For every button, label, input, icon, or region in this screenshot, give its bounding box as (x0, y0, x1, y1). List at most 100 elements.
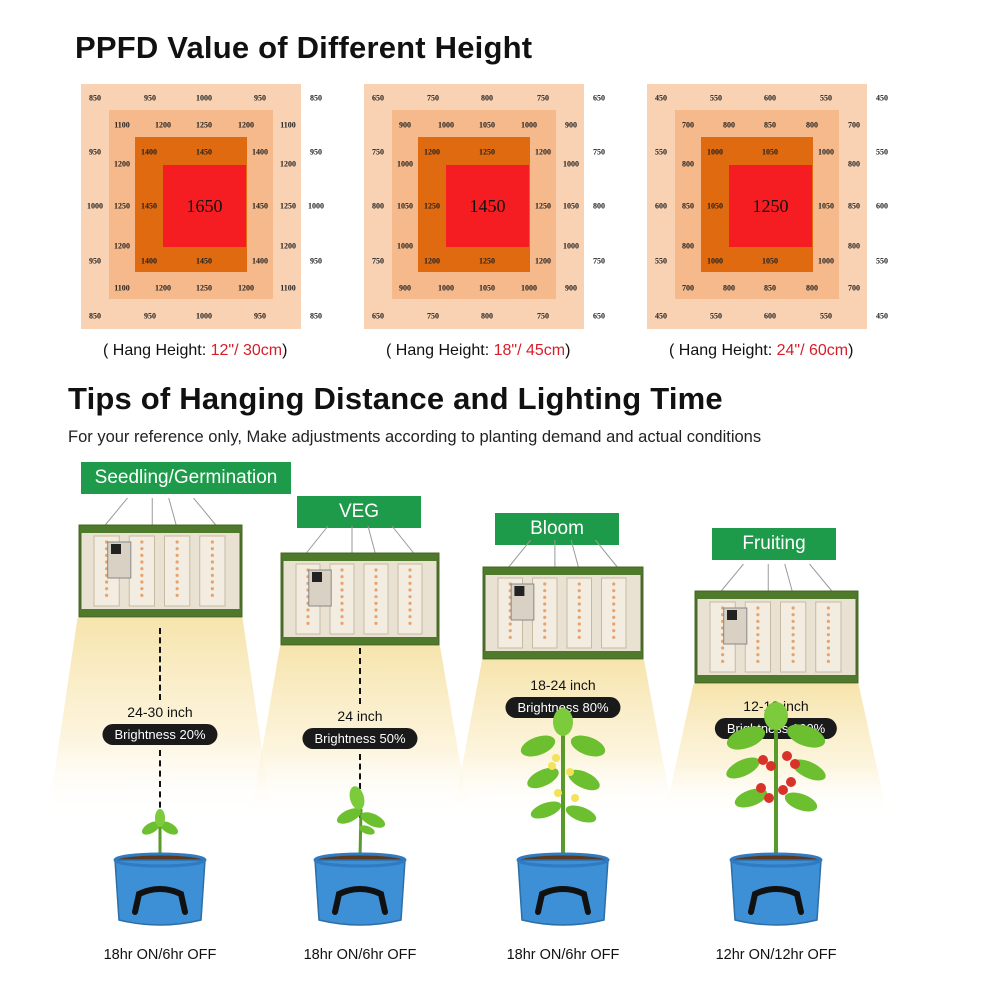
ppfd-value-outer: 800 (593, 201, 605, 211)
ppfd-grid-3: 1250 450 450 550 550 600 600 550 550 450 450 550 550… (647, 84, 888, 329)
ppfd-value-inner: 1400 (252, 256, 268, 266)
ppfd-value-mid: 800 (806, 120, 818, 130)
ppfd-value-inner: 1250 (424, 201, 440, 211)
ppfd-value-inner: 1450 (141, 201, 157, 211)
ppfd-zone-center (729, 165, 812, 247)
distance-line (159, 750, 161, 818)
ppfd-value-outer: 950 (89, 256, 101, 266)
ppfd-value-mid: 1050 (563, 201, 579, 211)
ppfd-value-outer: 450 (655, 93, 667, 103)
ppfd-title: PPFD Value of Different Height (75, 30, 533, 65)
grow-light-panel-icon (482, 539, 644, 660)
grow-light (280, 525, 440, 657)
ppfd-value-outer: 750 (537, 311, 549, 321)
ppfd-value-mid: 1000 (397, 241, 413, 251)
ppfd-value-inner: 1450 (196, 256, 212, 266)
ppfd-value-mid: 800 (723, 120, 735, 130)
ppfd-value-outer: 550 (710, 311, 722, 321)
lighting-time: 18hr ON/6hr OFF (506, 947, 620, 963)
ppfd-value-outer: 650 (372, 93, 384, 103)
ppfd-value-inner: 1000 (707, 147, 723, 157)
ppfd-value-mid: 800 (723, 283, 735, 293)
ppfd-value-mid: 1100 (280, 120, 296, 130)
ppfd-value-mid: 1000 (521, 120, 537, 130)
ppfd-value-outer: 850 (89, 311, 101, 321)
ppfd-value-mid: 800 (682, 159, 694, 169)
ppfd-value-outer: 600 (764, 93, 776, 103)
hang-height-value: 12"/ 30cm (210, 342, 283, 359)
ppfd-value-inner: 1050 (762, 256, 778, 266)
grow-light (78, 497, 243, 629)
ppfd-value-outer: 550 (876, 256, 888, 266)
ppfd-value-inner: 1200 (424, 147, 440, 157)
stage-label: VEG (297, 496, 421, 528)
lighting-time: 18hr ON/6hr OFF (103, 947, 217, 963)
ppfd-value-inner: 1400 (252, 147, 268, 157)
ppfd-value-mid: 900 (565, 283, 577, 293)
ppfd-value-mid: 1200 (114, 159, 130, 169)
distance-line (159, 628, 161, 700)
ppfd-value-inner: 1250 (479, 256, 495, 266)
ppfd-value-mid: 1000 (563, 159, 579, 169)
ppfd-value-mid: 1200 (114, 241, 130, 251)
tomato-plant-icon (726, 702, 826, 860)
ppfd-value-mid: 700 (682, 283, 694, 293)
ppfd-value-outer: 800 (372, 201, 384, 211)
ppfd-value-outer: 950 (310, 256, 322, 266)
ppfd-value-outer: 600 (655, 201, 667, 211)
ppfd-value-mid: 700 (682, 120, 694, 130)
ppfd-value-inner: 1250 (535, 201, 551, 211)
ppfd-value-outer: 850 (89, 93, 101, 103)
ppfd-value-outer: 550 (655, 147, 667, 157)
ppfd-value-mid: 850 (682, 201, 694, 211)
ppfd-value-outer: 600 (764, 311, 776, 321)
ppfd-value-inner: 1450 (196, 147, 212, 157)
plant-pot-icon (113, 809, 207, 926)
plant-pot-icon (726, 702, 826, 926)
stage-label: Fruiting (712, 528, 836, 560)
ppfd-value-mid: 850 (764, 120, 776, 130)
hang-height-close: ) (848, 342, 854, 359)
ppfd-value-outer: 1000 (196, 93, 212, 103)
grow-light-panel-icon (694, 563, 858, 684)
ppfd-value-mid: 800 (848, 241, 860, 251)
brightness-badge: Brightness 80% (505, 697, 621, 718)
ppfd-value-mid: 1100 (114, 283, 130, 293)
ppfd-center-value: 1250 (752, 195, 789, 216)
ppfd-value-mid: 1100 (114, 120, 130, 130)
ppfd-value-outer: 950 (144, 93, 156, 103)
tips-title: Tips of Hanging Distance and Lighting Ti… (68, 381, 723, 416)
stage-label: Bloom (495, 513, 619, 545)
hang-height-value: 18"/ 45cm (493, 342, 566, 359)
seedling-icon (141, 809, 179, 860)
ppfd-value-inner: 1200 (535, 256, 551, 266)
lighting-time: 18hr ON/6hr OFF (303, 947, 417, 963)
hanging-distance: 24-30 inch (127, 704, 193, 720)
ppfd-value-mid: 700 (848, 283, 860, 293)
ppfd-value-outer: 450 (876, 93, 888, 103)
ppfd-value-outer: 950 (254, 93, 266, 103)
lighting-time: 12hr ON/12hr OFF (715, 947, 837, 963)
ppfd-value-mid: 1050 (397, 201, 413, 211)
stage-label: Seedling/Germination (81, 462, 291, 494)
ppfd-value-mid: 800 (682, 241, 694, 251)
ppfd-value-outer: 450 (876, 311, 888, 321)
ppfd-value-mid: 800 (848, 159, 860, 169)
ppfd-value-inner: 1000 (707, 256, 723, 266)
ppfd-value-outer: 750 (427, 93, 439, 103)
ppfd-value-mid: 1100 (280, 283, 296, 293)
hang-height-label: ( Hang Height: (386, 342, 494, 359)
seedling-icon (336, 786, 386, 860)
ppfd-value-outer: 750 (593, 147, 605, 157)
distance-line (359, 754, 361, 818)
light-cone (47, 618, 273, 820)
potted-plant (305, 698, 415, 933)
ppfd-grid-1: 1650 850 850 950 950 1000 1000 950 950 850 850 950 9… (81, 84, 324, 329)
ppfd-value-outer: 1000 (196, 311, 212, 321)
ppfd-value-inner: 1050 (818, 201, 834, 211)
ppfd-value-mid: 1200 (155, 120, 171, 130)
ppfd-value-outer: 450 (655, 311, 667, 321)
ppfd-grid-2: 1450 650 650 750 750 800 800 750 750 650 650 750 750… (364, 84, 605, 329)
brightness-badge: Brightness 50% (302, 728, 418, 749)
ppfd-value-outer: 850 (310, 311, 322, 321)
